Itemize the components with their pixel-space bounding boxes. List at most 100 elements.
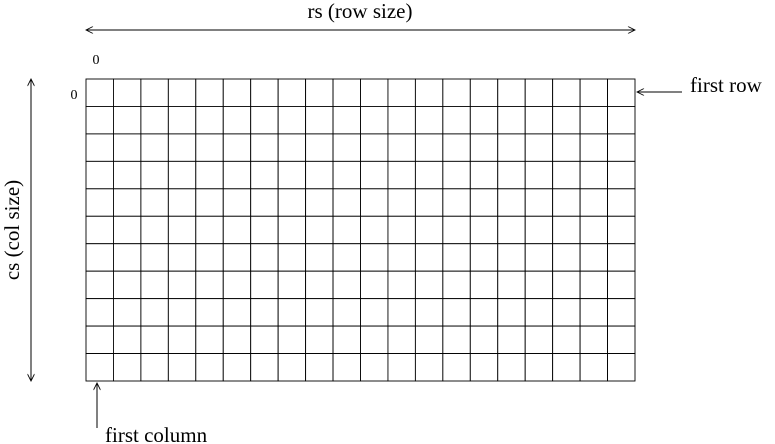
grid-cell — [250, 133, 279, 162]
grid-cell — [167, 78, 197, 107]
grid-cell — [85, 78, 114, 107]
col-size-label: cs (col size) — [0, 180, 24, 280]
grid-cell — [167, 243, 197, 272]
grid-cell — [305, 353, 334, 382]
grid-cell — [277, 325, 307, 354]
grid-cell — [305, 298, 334, 327]
grid-cell — [250, 298, 279, 327]
grid-cell — [469, 188, 499, 217]
grid-cell — [469, 105, 499, 135]
grid-cell — [195, 243, 224, 272]
grid-cell — [360, 298, 389, 327]
grid-cell — [414, 270, 444, 300]
grid-cell — [469, 353, 499, 382]
grid-cell — [414, 215, 444, 245]
grid-cell — [607, 133, 636, 162]
grid-cell — [277, 270, 307, 300]
grid-cell — [442, 160, 471, 190]
grid-cell — [250, 353, 279, 382]
grid-cell — [195, 78, 224, 107]
grid-cell — [414, 133, 444, 162]
grid-cell — [497, 78, 526, 107]
grid-cell — [305, 188, 334, 217]
grid-cell — [524, 298, 554, 327]
grid-cell — [552, 160, 581, 190]
grid-cell — [195, 188, 224, 217]
grid-cell — [85, 160, 114, 190]
grid-cell — [140, 270, 169, 300]
grid-cell — [524, 188, 554, 217]
grid-cell — [579, 188, 608, 217]
grid-cell — [332, 298, 361, 327]
grid-cell — [277, 133, 307, 162]
grid-cell — [497, 215, 526, 245]
grid-cell — [167, 105, 197, 135]
grid-cell — [140, 243, 169, 272]
grid-cell — [414, 160, 444, 190]
grid-cell — [332, 188, 361, 217]
grid-cell — [579, 105, 608, 135]
grid-cell — [442, 325, 471, 354]
grid-cell — [387, 243, 416, 272]
grid-cell — [607, 353, 636, 382]
grid-cell — [250, 188, 279, 217]
grid-cell — [442, 133, 471, 162]
grid-cell — [469, 270, 499, 300]
grid-cell — [85, 105, 114, 135]
grid-cell — [552, 215, 581, 245]
grid-cell — [305, 270, 334, 300]
grid-cell — [112, 133, 142, 162]
grid-cell — [497, 160, 526, 190]
grid-cell — [552, 270, 581, 300]
grid-cell — [332, 160, 361, 190]
grid-cell — [250, 325, 279, 354]
grid-cell — [387, 298, 416, 327]
row-size-label: rs (row size) — [308, 0, 413, 23]
col-origin-index: 0 — [71, 88, 78, 103]
grid-cell — [387, 188, 416, 217]
grid-cell — [414, 105, 444, 135]
grid-cell — [579, 325, 608, 354]
grid-cell — [579, 160, 608, 190]
grid-cell — [442, 78, 471, 107]
grid-cell — [140, 353, 169, 382]
grid-cell — [524, 78, 554, 107]
grid-cell — [195, 270, 224, 300]
grid-cell — [195, 160, 224, 190]
grid-cell — [332, 325, 361, 354]
grid-cell — [222, 243, 252, 272]
grid-cell — [222, 270, 252, 300]
grid-cell — [497, 325, 526, 354]
grid-cell — [140, 298, 169, 327]
grid-cell — [305, 78, 334, 107]
grid-cell — [360, 243, 389, 272]
grid-cell — [607, 270, 636, 300]
grid-cell — [607, 243, 636, 272]
grid-cell — [112, 105, 142, 135]
grid-cell — [222, 353, 252, 382]
grid-cell — [552, 243, 581, 272]
grid-cell — [222, 133, 252, 162]
grid-cell — [222, 105, 252, 135]
first-row-label: first row — [690, 73, 763, 97]
grid-cell — [112, 243, 142, 272]
grid-cell — [607, 325, 636, 354]
grid-cell — [579, 270, 608, 300]
grid-cell — [112, 188, 142, 217]
grid-cell — [442, 298, 471, 327]
grid-cell — [277, 188, 307, 217]
grid-cell — [332, 270, 361, 300]
grid-cell — [579, 78, 608, 107]
grid-cell — [277, 105, 307, 135]
grid-cell — [167, 298, 197, 327]
grid-cell — [552, 105, 581, 135]
grid-cell — [442, 188, 471, 217]
grid-cell — [387, 133, 416, 162]
grid-cell — [140, 188, 169, 217]
grid-cell — [167, 188, 197, 217]
grid-cell — [167, 160, 197, 190]
grid-cell — [140, 133, 169, 162]
grid-cell — [112, 353, 142, 382]
grid-cell — [387, 78, 416, 107]
grid-cell — [112, 78, 142, 107]
